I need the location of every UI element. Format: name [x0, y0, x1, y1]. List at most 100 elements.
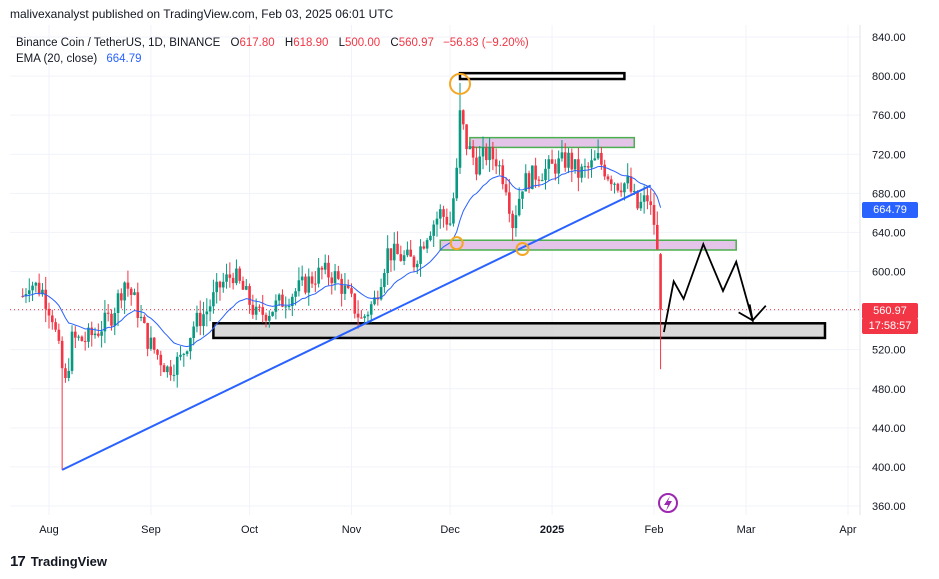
candle-body	[366, 314, 370, 317]
candle-body	[172, 374, 176, 376]
tradingview-logo-icon: 17	[10, 553, 26, 570]
candle-body	[277, 294, 281, 301]
candle-body	[547, 159, 551, 169]
low-value: 500.00	[344, 37, 381, 49]
candle-body	[442, 209, 445, 217]
candle-body	[386, 248, 389, 274]
candle-body	[251, 304, 255, 315]
price-tick-label: 800.00	[872, 71, 906, 83]
close-label: C	[390, 37, 399, 49]
publisher-line: malivexanalyst published on TradingView.…	[10, 7, 394, 21]
candle-body	[527, 173, 531, 190]
candle-body	[583, 166, 587, 168]
time-tick-label: Feb	[645, 524, 664, 536]
candle-body	[110, 313, 113, 326]
candle-body	[314, 283, 317, 285]
candle-body	[508, 192, 511, 214]
candle-body	[281, 294, 284, 307]
candle-body	[254, 306, 258, 315]
highlight-marker	[449, 236, 464, 251]
candle-body	[64, 368, 67, 378]
change-value: −56.83 (−9.20%)	[443, 37, 529, 49]
chart-legend: Binance Coin / TetherUS, 1D, BINANCE O61…	[16, 35, 529, 67]
candle-body	[304, 276, 307, 293]
price-axis[interactable]: 360.00400.00440.00480.00520.00560.00600.…	[872, 32, 906, 513]
candle-body	[412, 256, 416, 268]
candle-body	[422, 246, 426, 249]
candle-body	[445, 216, 449, 225]
candle-body	[50, 315, 54, 323]
candle-body	[291, 296, 294, 307]
candle-body	[185, 351, 189, 354]
candle-body	[267, 315, 271, 321]
resistance-zone	[458, 71, 626, 81]
highlight-marker	[449, 72, 472, 95]
ema-legend-row[interactable]: EMA (20, close) 664.79	[16, 51, 529, 67]
candle-body	[231, 277, 235, 284]
candle-body	[458, 110, 462, 168]
candle-body	[333, 271, 337, 284]
footer-brand[interactable]: 17 TradingView	[10, 553, 107, 570]
candle-body	[389, 248, 393, 261]
candle-body	[21, 295, 24, 297]
candle-body	[300, 276, 304, 281]
flash-icon[interactable]	[658, 493, 678, 513]
candle-body	[652, 205, 656, 225]
candle-body	[37, 282, 41, 295]
candle-body	[218, 281, 222, 288]
candle-body	[603, 164, 606, 177]
demand-zone	[439, 239, 737, 251]
candle-body	[156, 349, 159, 355]
candle-body	[133, 292, 136, 295]
candle-body	[557, 158, 560, 174]
candle-body	[435, 218, 439, 225]
time-tick-label: Sep	[141, 524, 161, 536]
candle-body	[129, 288, 133, 295]
candle-body	[629, 176, 633, 192]
candle-body	[468, 146, 472, 150]
open-label: O	[230, 37, 240, 49]
candle-body	[54, 322, 57, 330]
highlight-marker	[515, 242, 530, 257]
candle-body	[593, 158, 597, 161]
candle-body	[93, 333, 97, 336]
candle-body	[123, 282, 126, 301]
annotation-zones	[212, 71, 827, 340]
price-tick-label: 720.00	[872, 149, 906, 161]
candle-body	[235, 268, 238, 284]
candle-body	[567, 152, 570, 168]
price-tick-label: 840.00	[872, 32, 906, 44]
price-tick-label: 400.00	[872, 462, 906, 474]
candle-body	[609, 179, 613, 185]
time-tick-label: Aug	[39, 524, 59, 536]
candle-body	[179, 354, 182, 357]
price-tick-label: 480.00	[872, 384, 906, 396]
candle-body	[369, 304, 373, 315]
candle-body	[337, 271, 340, 279]
candle-body	[212, 292, 215, 307]
candle-body	[406, 249, 409, 256]
candle-body	[350, 288, 353, 294]
candle-body	[373, 297, 376, 305]
high-label: H	[284, 37, 294, 49]
candle-body	[264, 314, 268, 321]
candle-body	[87, 327, 90, 342]
candle-body	[590, 160, 593, 168]
candle-body	[27, 290, 31, 295]
price-tick-label: 680.00	[872, 188, 906, 200]
time-axis[interactable]: Aug Sep Oct Nov Dec 2025 Feb Mar Apr	[39, 524, 857, 536]
candle-body	[228, 274, 232, 278]
candle-body	[346, 285, 350, 289]
candle-body	[626, 176, 629, 184]
candle-body	[544, 168, 547, 181]
candle-body	[116, 293, 120, 314]
candle-body	[162, 365, 166, 373]
candle-body	[550, 159, 554, 164]
candle-body	[573, 159, 577, 170]
symbol-legend-row[interactable]: Binance Coin / TetherUS, 1D, BINANCE O61…	[16, 35, 529, 51]
candle-body	[261, 307, 265, 315]
candle-body	[113, 313, 117, 326]
candle-body	[429, 235, 432, 241]
candle-body	[310, 276, 314, 284]
